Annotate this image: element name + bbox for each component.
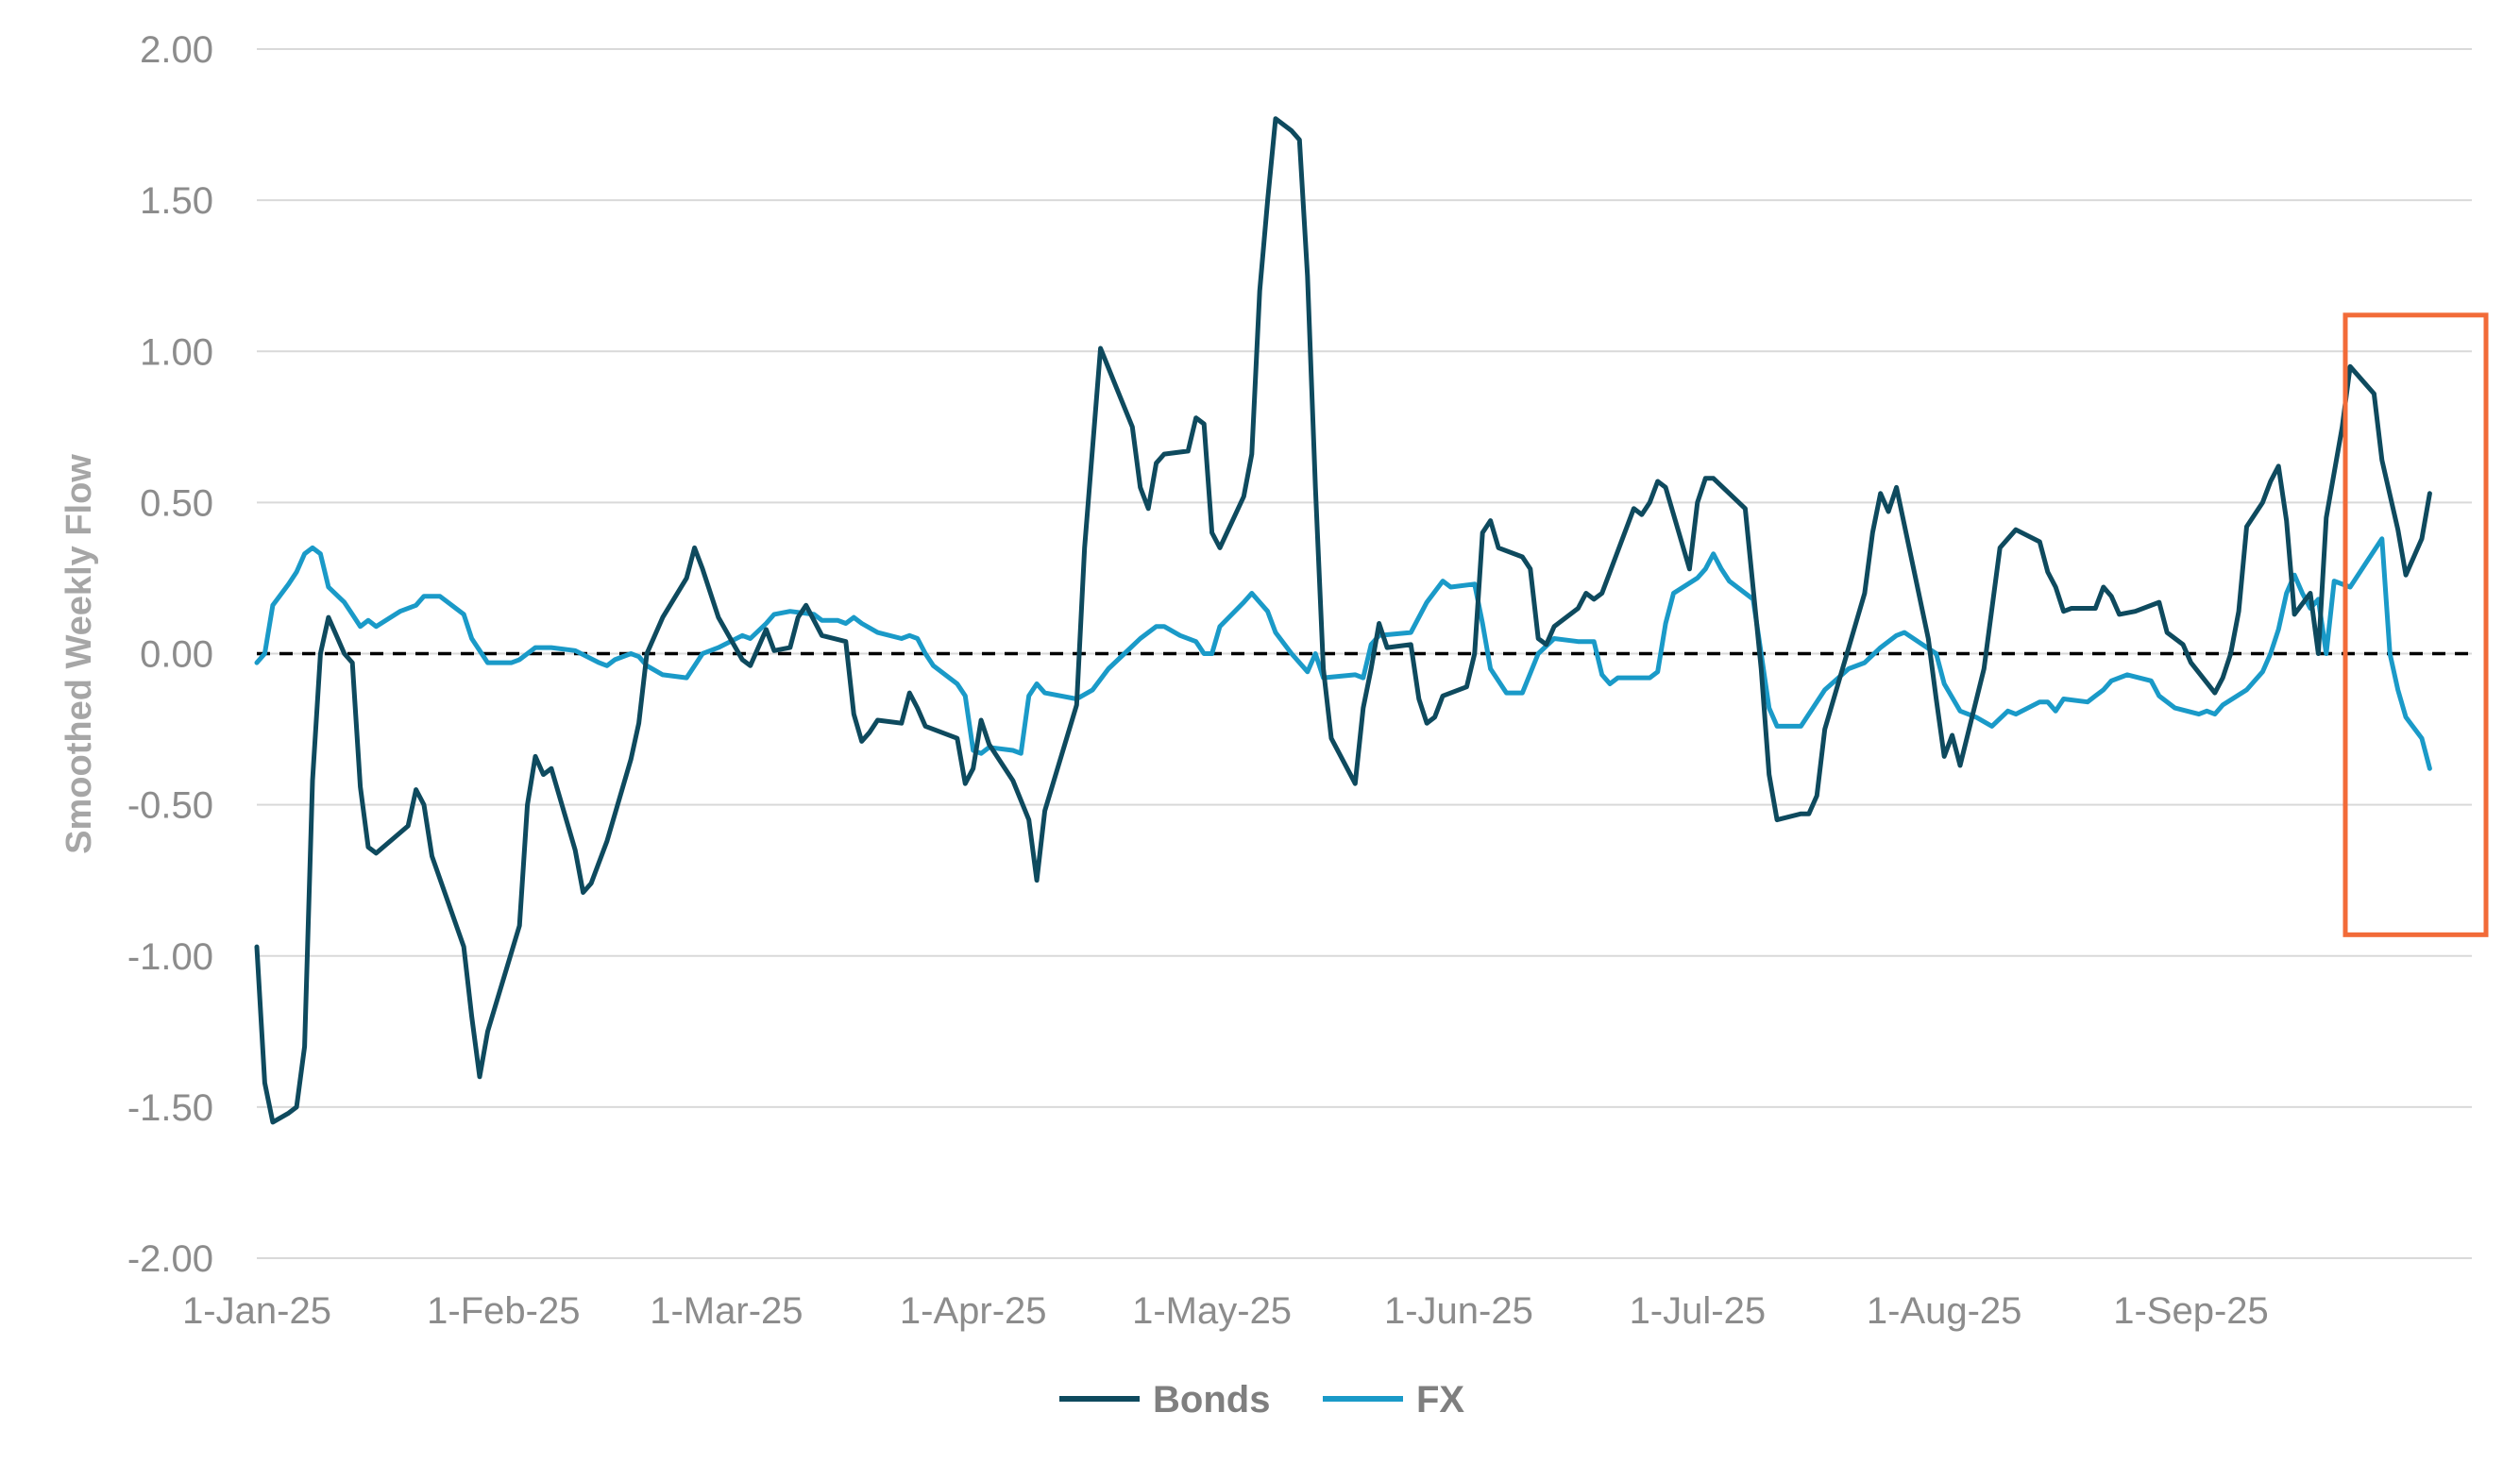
x-axis-ticks: 1-Jan-25 1-Feb-25 1-Mar-25 1-Apr-25 1-May-25… [182,1290,2269,1332]
y-tick-label: 1.50 [140,180,213,222]
x-tick-label: 1-May-25 [1132,1290,1292,1332]
x-tick-label: 1-Jul-25 [1630,1290,1767,1332]
highlight-rectangle [2342,312,2489,937]
y-tick-label: 0.50 [140,482,213,524]
y-tick-label: 2.00 [140,29,213,71]
x-tick-label: 1-Mar-25 [650,1290,803,1332]
y-axis-title: Smoothed Weekly Flow [59,454,99,854]
y-tick-label: -1.50 [127,1087,213,1129]
x-tick-label: 1-Sep-25 [2113,1290,2269,1332]
series-line-bonds [254,116,2432,1125]
legend-label-fx: FX [1416,1379,1464,1421]
x-tick-label: 1-Apr-25 [900,1290,1047,1332]
y-tick-label: 1.00 [140,331,213,373]
y-tick-label: -1.00 [127,936,213,978]
x-tick-label: 1-Jan-25 [182,1290,331,1332]
y-tick-label: -2.00 [127,1238,213,1280]
x-tick-label: 1-Jun-25 [1384,1290,1533,1332]
x-tick-label: 1-Aug-25 [1867,1290,2022,1332]
legend-label-bonds: Bonds [1153,1379,1270,1421]
x-tick-label: 1-Feb-25 [427,1290,580,1332]
series-lines [254,116,2432,1125]
y-axis-ticks: 2.00 1.50 1.00 0.50 0.00 -0.50 -1.00 -1.50 -2.00 [127,29,213,1280]
y-tick-label: -0.50 [127,785,213,827]
highlight-box [2342,312,2489,937]
legend: Bonds FX [1059,1379,1464,1421]
y-tick-label: 0.00 [140,634,213,676]
